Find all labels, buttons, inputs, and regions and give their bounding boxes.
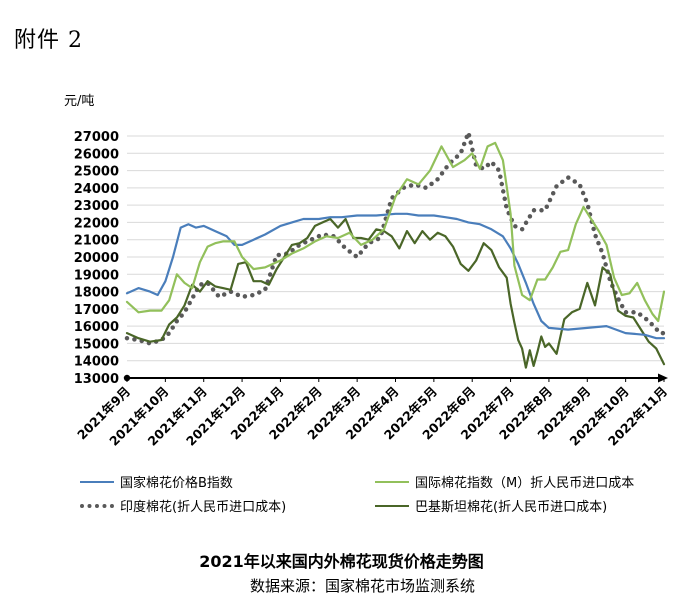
series-line-0 [125,212,666,340]
legend-swatch [375,480,409,483]
y-tick-label: 22000 [74,216,119,231]
series-lines [124,130,667,369]
y-tick-label: 17000 [74,303,119,318]
y-tick-label: 19000 [74,268,119,283]
y-tick-label: 21000 [74,234,119,249]
legend-item-pakistan-cotton: 巴基斯坦棉花(折人民币进口成本) [375,496,607,515]
x-axis-arrow [658,373,668,383]
y-tick-label: 15000 [74,337,119,352]
legend-swatch [80,503,114,508]
y-tick-label: 16000 [74,320,119,335]
data-source-note: 数据来源：国家棉花市场监测系统 [250,577,476,595]
legend-label: 国际棉花指数（M）折人民币进口成本 [415,476,635,491]
series-line-3 [125,217,666,369]
y-tick-label: 14000 [74,355,119,370]
y-tick-labels: 13000 14000 15000 16000 17000 18000 19000 20000… [74,130,119,387]
x-axis [123,373,668,383]
legend-item-cotton-b-index: 国家棉花价格B指数 [80,472,233,491]
grid-lines [127,135,664,362]
legend-label: 巴基斯坦棉花(折人民币进口成本) [415,500,608,515]
legend-item-india-cotton: 印度棉花(折人民币进口成本) [80,496,286,515]
legend-label: 国家棉花价格B指数 [120,476,233,491]
legend-swatch [80,480,114,483]
y-tick-label: 23000 [74,199,119,214]
x-tick-labels: 2021年9月2021年10月2021年11月2021年12月2022年1月20… [74,378,670,449]
legend-item-international-m-index: 国际棉花指数（M）折人民币进口成本 [375,472,634,491]
y-tick-label: 13000 [74,372,119,387]
series-line-1 [125,141,666,323]
attachment-label: 附件 2 [14,28,83,53]
y-tick-label: 24000 [74,182,119,197]
series-line-2 [124,130,667,346]
legend-swatch [375,504,409,507]
y-axis-unit-label: 元/吨 [64,94,95,109]
chart-legend: 国家棉花价格B指数 国际棉花指数（M）折人民币进口成本 印度棉花(折人民币进口成… [80,472,680,518]
legend-label: 印度棉花(折人民币进口成本) [120,500,287,515]
y-tick-label: 20000 [74,251,119,266]
line-chart: 13000 14000 15000 16000 17000 18000 19000 20000… [74,130,670,449]
y-tick-label: 27000 [74,130,119,145]
y-tick-label: 18000 [74,286,119,301]
y-tick-label: 25000 [74,165,119,180]
y-tick-label: 26000 [74,147,119,162]
chart-title: 2021年以来国内外棉花现货价格走势图 [199,552,484,571]
